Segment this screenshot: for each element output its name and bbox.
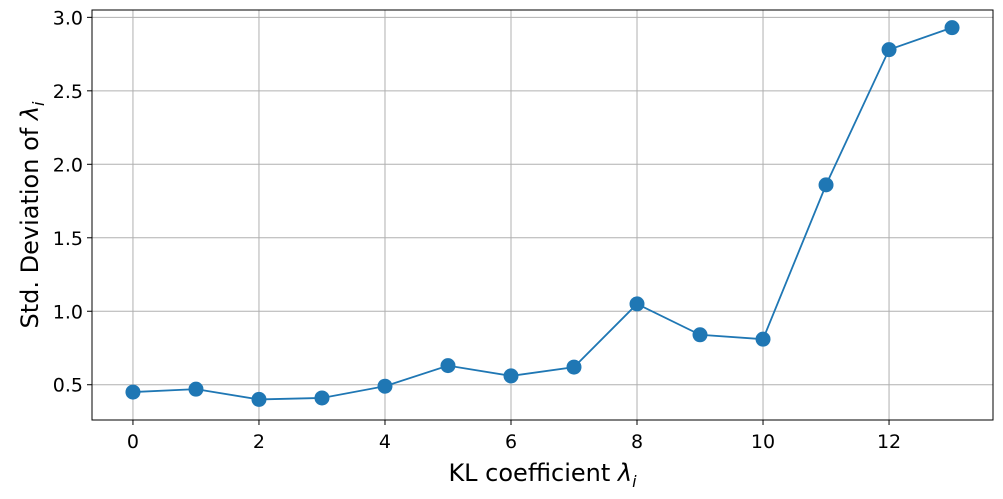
y-tick-label: 2.0 bbox=[53, 154, 83, 176]
data-point bbox=[755, 331, 771, 347]
data-point bbox=[314, 390, 330, 406]
data-point bbox=[692, 327, 708, 343]
data-point bbox=[440, 358, 456, 374]
data-point bbox=[188, 381, 204, 397]
y-tick-label: 0.5 bbox=[53, 375, 83, 397]
data-point bbox=[629, 296, 645, 312]
x-tick-label: 2 bbox=[253, 431, 265, 453]
data-point bbox=[503, 368, 519, 384]
series-line bbox=[132, 26, 953, 401]
y-tick-label: 2.5 bbox=[53, 81, 83, 103]
y-tick-label: 1.0 bbox=[53, 301, 83, 323]
grid bbox=[92, 10, 993, 420]
data-point bbox=[881, 42, 897, 58]
plot-frame bbox=[91, 9, 994, 421]
x-tick-label: 6 bbox=[505, 431, 517, 453]
data-point bbox=[377, 378, 393, 394]
y-tick-label: 3.0 bbox=[53, 7, 83, 29]
axis-ticks: 0 2 4 6 8 10 12 0.5 1.0 1.5 2.0 2.5 3.0 bbox=[53, 7, 901, 453]
x-tick-label: 4 bbox=[379, 431, 391, 453]
x-tick-label: 0 bbox=[127, 431, 139, 453]
x-axis-label: KL coefficient λi bbox=[448, 459, 637, 491]
y-tick-label: 1.5 bbox=[53, 228, 83, 250]
data-point bbox=[251, 391, 267, 407]
x-tick-label: 12 bbox=[877, 431, 901, 453]
x-tick-label: 10 bbox=[751, 431, 775, 453]
x-tick-label: 8 bbox=[631, 431, 643, 453]
data-point bbox=[818, 177, 834, 193]
data-point bbox=[944, 20, 960, 36]
data-series bbox=[125, 20, 960, 407]
data-point bbox=[566, 359, 582, 375]
y-axis-label: Std. Deviation of λi bbox=[16, 101, 48, 329]
data-point bbox=[125, 384, 141, 400]
